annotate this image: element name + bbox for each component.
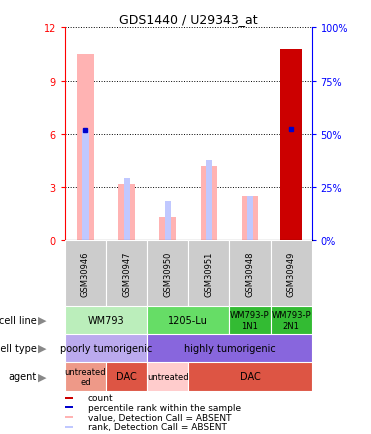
Bar [82,131,89,241]
Bar [65,416,73,418]
Bar [206,161,212,241]
Text: agent: agent [9,372,37,381]
Bar [229,241,270,306]
Text: poorly tumorigenic: poorly tumorigenic [60,343,152,353]
Bar [147,241,188,306]
Bar [106,241,147,306]
Text: GSM30949: GSM30949 [286,251,296,296]
Text: ▶: ▶ [39,343,47,353]
Text: GSM30946: GSM30946 [81,251,90,296]
Text: highly tumorigenic: highly tumorigenic [184,343,275,353]
Text: untreated: untreated [147,372,188,381]
Bar [242,197,258,241]
Bar [65,241,106,306]
Bar [270,241,312,306]
Text: WM793: WM793 [88,315,124,325]
Bar [65,306,147,334]
Bar [65,406,73,408]
Bar [229,306,270,334]
Bar [65,426,73,428]
Bar [118,184,135,241]
Text: WM793-P
1N1: WM793-P 1N1 [230,310,270,330]
Text: DAC: DAC [116,372,137,381]
Text: cell line: cell line [0,315,37,325]
Text: DAC: DAC [240,372,260,381]
Text: rank, Detection Call = ABSENT: rank, Detection Call = ABSENT [88,422,227,431]
Text: GSM30950: GSM30950 [163,251,172,296]
Bar [165,202,171,241]
Bar [160,218,176,241]
Bar [147,306,229,334]
Bar [188,362,312,391]
Bar [147,334,312,362]
Text: ▶: ▶ [39,372,47,381]
Bar [147,362,188,391]
Text: GSM30948: GSM30948 [246,251,255,296]
Text: ▶: ▶ [39,315,47,325]
Text: WM793-P
2N1: WM793-P 2N1 [271,310,311,330]
Bar [106,362,147,391]
Bar [270,306,312,334]
Text: percentile rank within the sample: percentile rank within the sample [88,403,241,412]
Text: 1205-Lu: 1205-Lu [168,315,208,325]
Text: GSM30947: GSM30947 [122,251,131,296]
Text: untreated
ed: untreated ed [65,367,106,386]
Bar [77,55,94,241]
Bar [124,179,130,241]
Text: GSM30951: GSM30951 [204,251,213,296]
Text: cell type: cell type [0,343,37,353]
Text: value, Detection Call = ABSENT: value, Detection Call = ABSENT [88,413,231,422]
Title: GDS1440 / U29343_at: GDS1440 / U29343_at [119,13,257,26]
Bar [201,166,217,241]
Text: count: count [88,393,113,402]
Bar [188,241,229,306]
Bar [280,49,302,241]
Bar [65,362,106,391]
Bar [247,197,253,241]
Bar [65,334,147,362]
Bar [65,397,73,398]
